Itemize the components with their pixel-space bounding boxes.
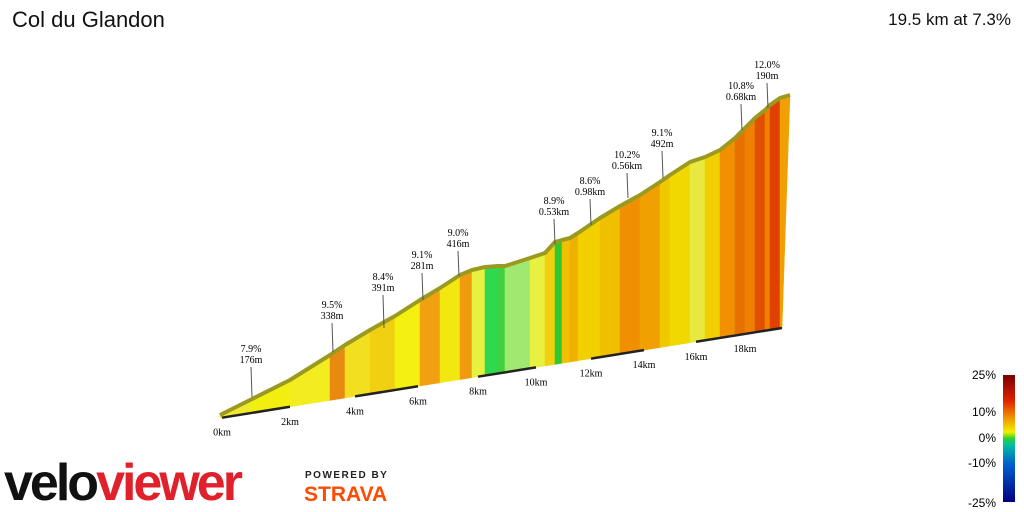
gradient-strip — [419, 287, 441, 387]
leader-line — [553, 218, 556, 245]
distance-label: 18km — [734, 344, 757, 355]
legend-label: 25% — [972, 368, 996, 382]
gradient-strip — [504, 257, 531, 373]
gradient-strip — [544, 241, 556, 367]
annotation-grade: 8.4% — [373, 272, 394, 283]
leader-line — [421, 272, 424, 301]
gradient-strip — [577, 217, 601, 361]
gradient-strip — [484, 265, 499, 376]
gradient-strip — [569, 232, 579, 363]
profile — [219, 93, 791, 419]
annotation-length: 338m — [321, 311, 344, 322]
logo-part: velo — [4, 454, 97, 512]
leader-line — [250, 366, 253, 398]
legend-label: -10% — [968, 456, 996, 470]
distance-tick — [477, 366, 537, 378]
distance-tick — [354, 385, 419, 398]
leader-line — [589, 198, 592, 226]
annotation-length: 0.98km — [575, 187, 606, 198]
annotation-length: 0.68km — [726, 92, 757, 103]
gradient-strip — [289, 354, 331, 408]
leader-line — [457, 250, 460, 277]
distance-label: 12km — [580, 369, 603, 380]
distance-label: 2km — [281, 417, 299, 428]
gradient-strip — [529, 252, 546, 369]
distance-label: 0km — [213, 428, 231, 439]
distance-label: 6km — [409, 396, 427, 407]
leader-line — [766, 82, 769, 109]
gradient-strip — [439, 274, 461, 384]
leader-line — [331, 322, 334, 353]
profile-edge — [219, 93, 791, 417]
annotation-grade: 9.1% — [652, 128, 673, 139]
distance-label: 14km — [633, 360, 656, 371]
summary: 19.5 km at 7.3% — [888, 10, 1011, 29]
gradient-strip — [769, 97, 781, 331]
annotation-grade: 9.0% — [448, 228, 469, 239]
distance-tick — [221, 405, 291, 419]
leader-line — [626, 172, 629, 199]
distance-tick — [695, 332, 746, 344]
annotation-length: 190m — [756, 71, 779, 82]
distance-label: 10km — [525, 377, 548, 388]
distance-label: 4km — [346, 406, 364, 417]
title: Col du Glandon — [12, 7, 165, 32]
annotation-length: 0.56km — [612, 161, 643, 172]
annotation-grade: 10.8% — [728, 81, 754, 92]
logo-part: viewer — [96, 454, 243, 512]
gradient-strip — [764, 104, 771, 332]
gradient-strip — [744, 117, 756, 335]
gradient-strip — [704, 149, 721, 341]
distance-label: 16km — [685, 352, 708, 363]
gradient-strip — [719, 137, 736, 339]
gradient-strip — [619, 194, 641, 355]
powered-by: POWERED BY — [305, 470, 388, 481]
gradient-strip — [779, 94, 791, 329]
annotation-grade: 9.1% — [412, 250, 433, 261]
legend-label: -25% — [968, 496, 996, 510]
annotation-grade: 9.5% — [322, 300, 343, 311]
annotation-length: 176m — [240, 355, 263, 366]
annotations: 7.9%176m9.5%338m8.4%391m9.1%281m9.0%416m… — [213, 60, 783, 439]
annotation-length: 416m — [447, 239, 470, 250]
annotation-grade: 10.2% — [614, 150, 640, 161]
legend-bar — [1003, 375, 1015, 502]
gradient-strip — [561, 237, 571, 364]
leader-line — [740, 103, 743, 131]
gradient-strip — [471, 266, 486, 378]
distance-tick — [590, 348, 645, 360]
gradient-strip — [639, 181, 661, 352]
annotation-length: 281m — [411, 261, 434, 272]
legend-label: 10% — [972, 405, 996, 419]
gradient-strip — [659, 174, 671, 348]
gradient-strip — [554, 239, 563, 365]
leader-line — [661, 150, 664, 179]
annotation-length: 0.53km — [539, 207, 570, 218]
strava: STRAVA — [304, 483, 387, 506]
logo: veloviewer — [4, 454, 243, 512]
gradient-strip — [754, 109, 766, 333]
leader-line — [382, 294, 385, 329]
annotation-length: 391m — [372, 283, 395, 294]
distance-label: 8km — [469, 387, 487, 398]
annotation-grade: 12.0% — [754, 60, 780, 71]
annotation-grade: 8.6% — [580, 176, 601, 187]
annotation-grade: 8.9% — [544, 196, 565, 207]
annotation-length: 492m — [651, 139, 674, 150]
gradient-strip — [344, 329, 371, 399]
annotation-grade: 7.9% — [241, 344, 262, 355]
distance-tick — [744, 326, 783, 336]
gradient-strip — [497, 265, 506, 374]
legend-label: 0% — [979, 431, 997, 445]
gradient-strip — [669, 161, 691, 347]
gradient-strip — [459, 269, 473, 380]
gradient-strip — [599, 205, 621, 358]
gradient-strip — [734, 127, 746, 336]
gradient-strip — [689, 156, 706, 344]
